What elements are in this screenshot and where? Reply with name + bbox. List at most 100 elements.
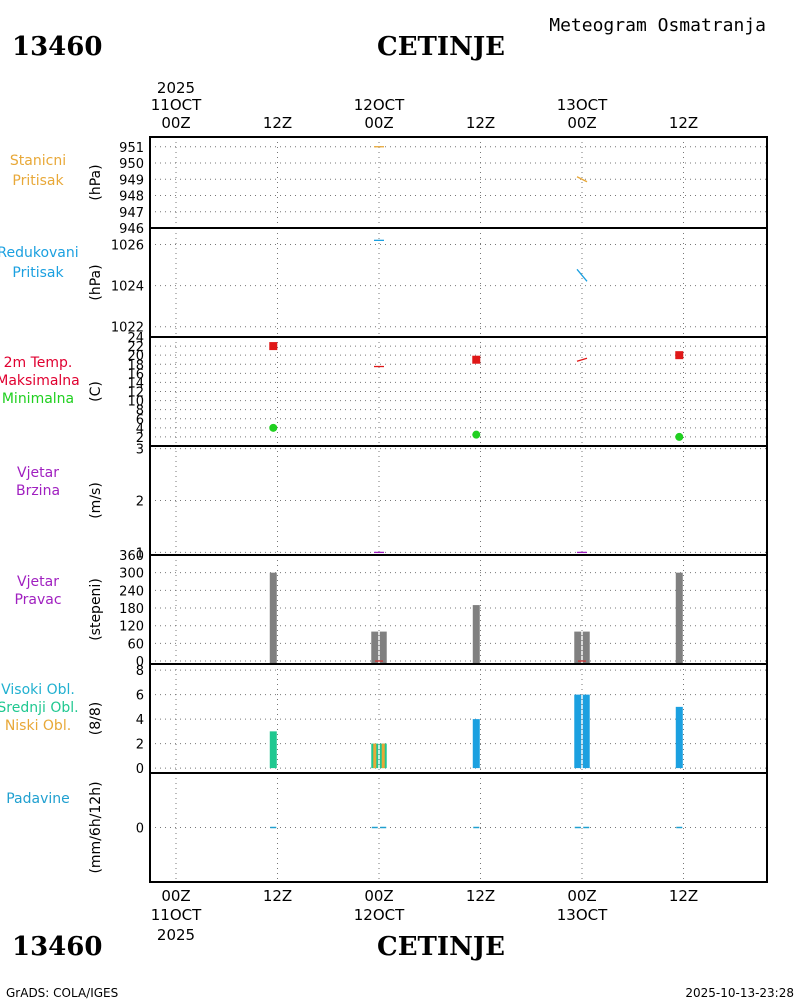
software-credit: GrADS: COLA/IGES bbox=[6, 986, 118, 1000]
y-tick-label: 1024 bbox=[111, 280, 144, 295]
y-tick-label: 3 bbox=[136, 443, 144, 458]
y-tick-label: 240 bbox=[119, 584, 144, 599]
y-tick-label: 0 bbox=[136, 655, 144, 670]
panel-precipitation: Padavine (mm/6h/12h) 0 bbox=[6, 773, 767, 882]
panel-label: Vjetar bbox=[17, 574, 59, 590]
y-tick-label: 0 bbox=[136, 762, 144, 777]
bottom-time-tick-label: 00Z bbox=[364, 887, 393, 905]
cloud-bar bbox=[373, 743, 377, 769]
y-tick-label: 8 bbox=[136, 664, 144, 679]
wind-direction-bar bbox=[269, 572, 277, 664]
y-tick-label: 24 bbox=[127, 331, 144, 346]
panel-data bbox=[269, 572, 784, 664]
top-date-label: 12OCT bbox=[354, 96, 405, 114]
wind-direction-bar bbox=[574, 631, 582, 664]
y-axis-label: (hPa) bbox=[88, 164, 104, 200]
cloud-bar bbox=[777, 707, 784, 768]
footer-station-name: CETINJE bbox=[377, 932, 505, 962]
top-time-tick-label: 12Z bbox=[263, 114, 292, 132]
y-axis-label: (mm/6h/12h) bbox=[88, 781, 104, 873]
y-tick-label: 120 bbox=[119, 620, 144, 635]
station-id: 13460 bbox=[12, 32, 102, 62]
tmin-marker bbox=[472, 430, 481, 439]
y-tick-label: 4 bbox=[136, 422, 144, 437]
y-tick-label: 12 bbox=[127, 386, 144, 401]
bottom-year-label: 2025 bbox=[157, 926, 195, 944]
top-date-label: 11OCT bbox=[151, 96, 202, 114]
y-tick-label: 947 bbox=[119, 206, 144, 221]
y-tick-label: 18 bbox=[127, 358, 144, 373]
panel-label: Redukovani bbox=[0, 245, 79, 261]
y-tick-label: 60 bbox=[127, 637, 144, 652]
top-time-tick-label: 00Z bbox=[161, 114, 190, 132]
cloud-bar bbox=[788, 744, 791, 768]
panel-data bbox=[374, 239, 588, 282]
panel-cloud_cover: Visoki Obl. Srednji Obl. Niski Obl. (8/8) 0 2… bbox=[0, 664, 793, 777]
y-tick-label: 6 bbox=[136, 413, 144, 428]
cloud-bar bbox=[779, 756, 782, 768]
tmax-marker bbox=[472, 355, 481, 364]
y-axis-label: (stepeni) bbox=[88, 578, 104, 641]
cloud-bar bbox=[574, 694, 582, 769]
panel-reduced_pressure: Redukovani Pritisak (hPa) 1022 1024 1026 bbox=[0, 228, 767, 337]
top-time-tick-label: 00Z bbox=[364, 114, 393, 132]
top-date-label: 13OCT bbox=[557, 96, 608, 114]
y-tick-label: 22 bbox=[127, 340, 144, 355]
y-tick-label: 4 bbox=[136, 713, 144, 728]
bottom-time-tick-label: 12Z bbox=[263, 887, 292, 905]
station-pressure-mark bbox=[576, 176, 588, 183]
cloud-bar bbox=[582, 694, 590, 769]
tmin-marker bbox=[269, 423, 278, 432]
chart-title: Meteogram Osmatranja bbox=[549, 15, 766, 36]
y-tick-label: 2 bbox=[136, 738, 144, 753]
wind-direction-bar bbox=[472, 605, 480, 664]
wind-direction-bar bbox=[582, 631, 590, 664]
footer-station-id: 13460 bbox=[12, 932, 102, 962]
y-tick-label: 300 bbox=[119, 567, 144, 582]
panel-label: Stanicni bbox=[10, 153, 66, 169]
wind-direction-bar bbox=[379, 631, 387, 664]
y-tick-label: 949 bbox=[119, 173, 144, 188]
bottom-date-label: 13OCT bbox=[557, 906, 608, 924]
y-tick-label: 946 bbox=[119, 222, 144, 237]
wind-direction-bar bbox=[777, 627, 784, 664]
panel-label: Pravac bbox=[14, 592, 61, 608]
cloud-bar bbox=[786, 731, 793, 768]
station-name: CETINJE bbox=[377, 32, 505, 62]
tmax-marker bbox=[269, 342, 278, 351]
top-time-tick-label: 00Z bbox=[567, 114, 596, 132]
y-tick-label: 951 bbox=[119, 141, 144, 156]
panel-label: Pritisak bbox=[12, 173, 64, 189]
y-tick-label: 10 bbox=[127, 395, 144, 410]
tmin-marker bbox=[675, 432, 684, 441]
cloud-bar bbox=[381, 743, 385, 769]
panel-label: 2m Temp. bbox=[4, 355, 73, 371]
panel-label: Visoki Obl. bbox=[1, 682, 75, 698]
top-year-label: 2025 bbox=[157, 79, 195, 97]
bottom-time-tick-label: 00Z bbox=[567, 887, 596, 905]
bottom-date-label: 12OCT bbox=[354, 906, 405, 924]
panel-label: Niski Obl. bbox=[5, 718, 71, 734]
panel-label: Vjetar bbox=[17, 465, 59, 481]
panel-label: Srednji Obl. bbox=[0, 700, 79, 716]
y-axis-label: (8/8) bbox=[88, 702, 104, 735]
y-tick-label: 948 bbox=[119, 190, 144, 205]
panel-label: Pritisak bbox=[12, 265, 64, 281]
panel-label: Brzina bbox=[16, 483, 60, 499]
y-tick-label: 1022 bbox=[111, 321, 144, 336]
panel-data bbox=[269, 342, 684, 441]
panel-frames bbox=[149, 136, 768, 883]
top-time-tick-label: 12Z bbox=[669, 114, 698, 132]
panel-label: Padavine bbox=[6, 791, 70, 807]
y-tick-label: 1026 bbox=[111, 238, 144, 253]
y-tick-label: 1 bbox=[136, 546, 144, 561]
bottom-date-label: 11OCT bbox=[151, 906, 202, 924]
top-time-tick-label: 12Z bbox=[466, 114, 495, 132]
panel-data bbox=[374, 146, 588, 183]
y-tick-label: 0 bbox=[136, 822, 144, 837]
tmax-marker bbox=[675, 351, 684, 360]
